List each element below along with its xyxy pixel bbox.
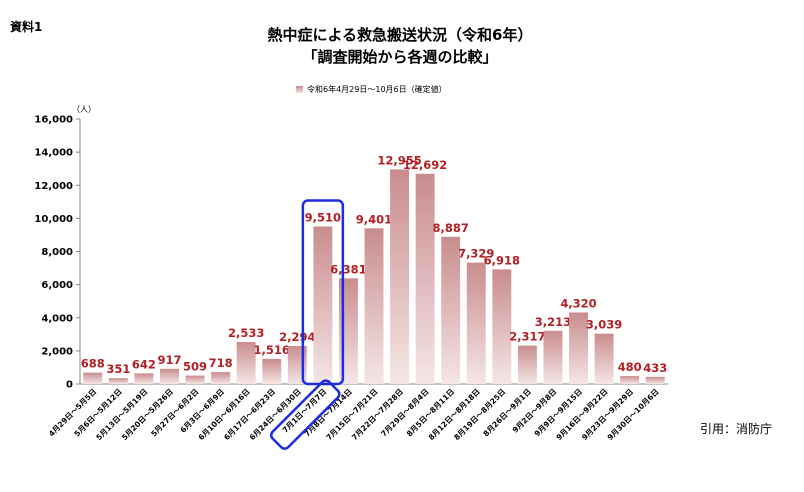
bar (415, 173, 435, 384)
y-tick-label: 4,000 (41, 313, 73, 324)
chart-subtitle: 「調査開始から各週の比較」 (302, 48, 498, 66)
data-label: 642 (132, 357, 156, 371)
chart-title: 熱中症による救急搬送状況（令和6年） (267, 26, 533, 44)
legend: 令和6年4月29日～10月6日（確定値） (296, 84, 447, 95)
y-axis-unit: （人） (72, 105, 96, 114)
source-text: 引用：消防庁 (700, 422, 773, 436)
data-label: 12,955 (377, 153, 421, 167)
y-tick-label: 12,000 (34, 181, 73, 192)
bar (185, 375, 205, 384)
data-label: 3,039 (586, 318, 622, 332)
y-tick-label: 8,000 (41, 247, 73, 258)
bar (466, 262, 486, 384)
data-label: 6,918 (484, 253, 520, 267)
bar (134, 373, 154, 384)
bar (492, 269, 512, 384)
bar (543, 330, 563, 384)
data-label: 917 (157, 353, 181, 367)
bar (211, 372, 231, 384)
data-label: 2,294 (279, 330, 315, 344)
bar (262, 358, 282, 384)
data-label: 7,329 (458, 247, 494, 261)
bar (620, 376, 640, 384)
bar (517, 345, 537, 384)
data-label: 1,516 (254, 343, 290, 357)
y-tick-label: 10,000 (34, 214, 73, 225)
y-tick-label: 6,000 (41, 280, 73, 291)
data-label: 433 (643, 361, 667, 375)
bar (364, 228, 384, 384)
bar (441, 236, 461, 384)
bar (569, 312, 588, 384)
y-tick-label: 0 (66, 380, 73, 391)
data-label: 6,381 (330, 262, 366, 276)
bar (594, 333, 614, 384)
legend-swatch (296, 86, 303, 93)
y-tick-label: 14,000 (34, 148, 73, 159)
reference-label: 資料1 (10, 20, 43, 34)
data-label: 351 (106, 362, 130, 376)
x-tick-label: 7月1日～7月7日 (281, 387, 329, 435)
bar (236, 342, 256, 384)
data-label: 12,692 (403, 158, 447, 172)
highlight-box-bar (301, 199, 345, 386)
data-label: 2,533 (228, 326, 264, 340)
data-label: 2,317 (509, 330, 545, 344)
data-label: 4,320 (560, 296, 596, 310)
data-label: 8,887 (433, 221, 469, 235)
y-tick-label: 16,000 (34, 115, 73, 126)
data-label: 509 (183, 360, 207, 374)
bar (645, 376, 665, 384)
y-tick-label: 2,000 (41, 346, 73, 357)
highlight-box-label (270, 379, 341, 450)
bar (160, 368, 179, 384)
data-label: 3,213 (535, 315, 571, 329)
data-label: 9,401 (356, 212, 392, 226)
bar (83, 372, 103, 384)
bar (390, 169, 410, 384)
x-tick-label: 6月3日～6月9日 (178, 387, 226, 435)
legend-label: 令和6年4月29日～10月6日（確定値） (307, 85, 447, 94)
bar (313, 226, 333, 384)
data-label: 9,510 (305, 210, 341, 224)
data-label: 688 (81, 357, 105, 371)
data-label: 480 (618, 360, 642, 374)
x-tick-label: 9月2日～9月8日 (511, 387, 559, 435)
data-label: 718 (209, 356, 233, 370)
bar (108, 378, 128, 384)
